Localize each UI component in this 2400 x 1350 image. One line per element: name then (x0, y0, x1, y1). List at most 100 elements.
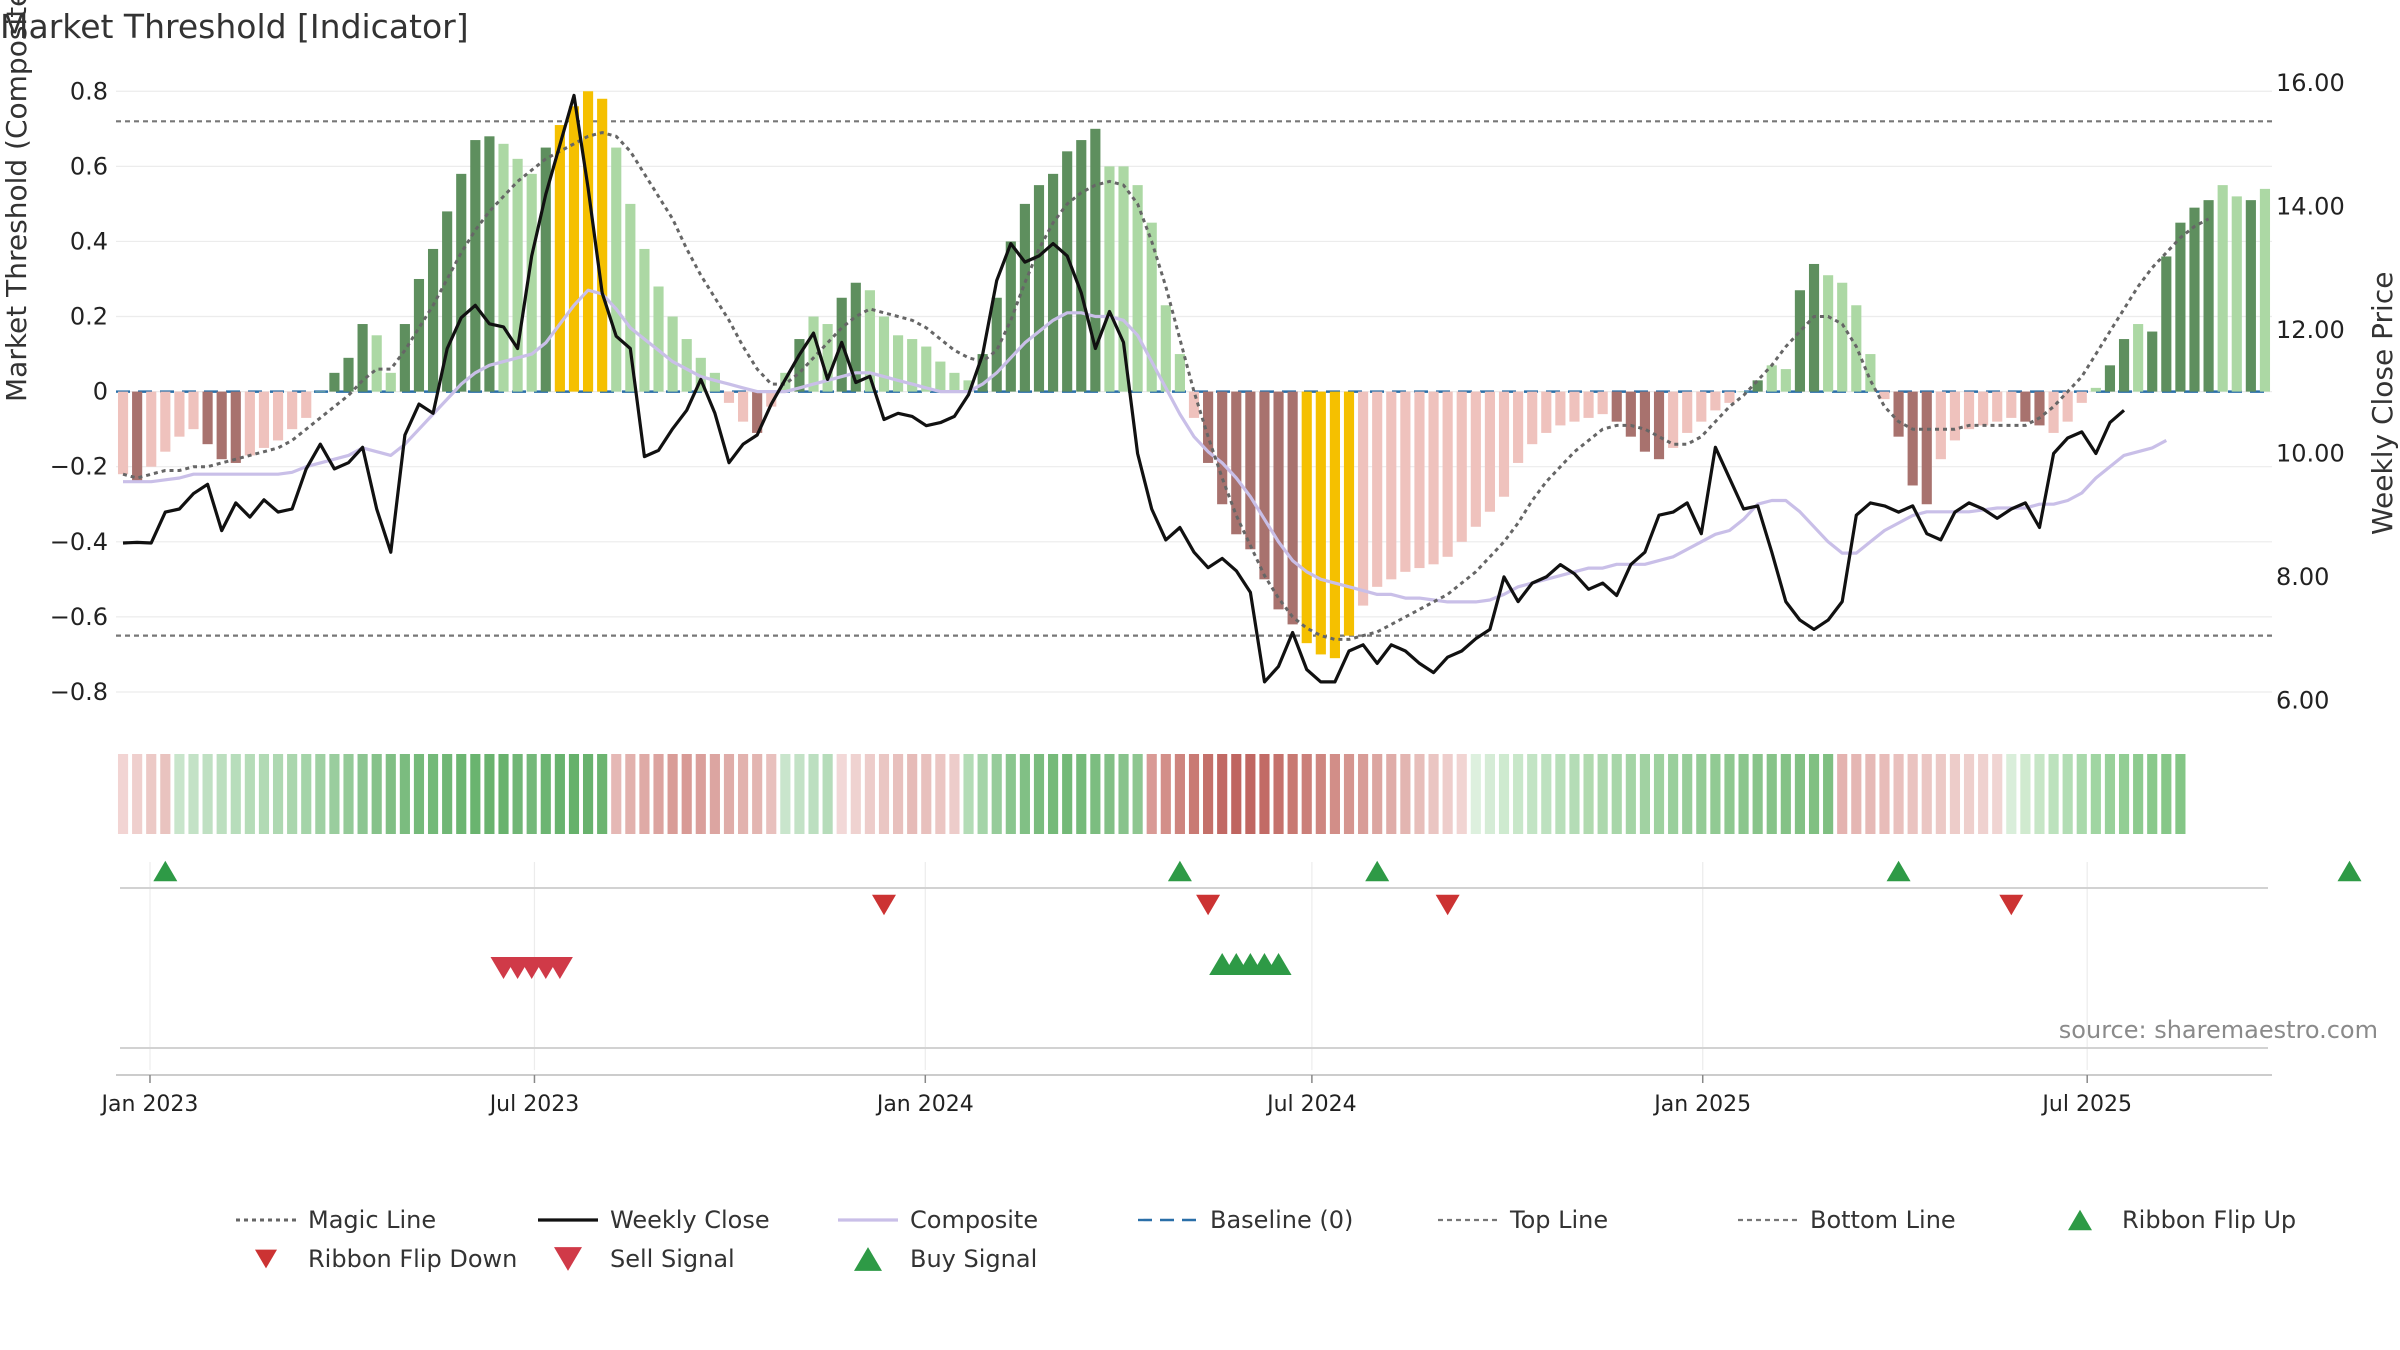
ribbon-segment (117, 754, 129, 834)
composite-bar (1231, 391, 1242, 535)
composite-bar (1498, 391, 1510, 497)
ribbon-segment (2175, 754, 2186, 834)
composite-bar (1682, 391, 1693, 433)
ribbon-segment (1738, 754, 1749, 834)
legend: Magic Line Weekly Close Composite Baseline … (236, 1206, 2296, 1273)
composite-bar (2203, 200, 2214, 392)
composite-bar (2020, 391, 2031, 422)
ribbon-segment (794, 754, 805, 834)
ribbon-segment (737, 754, 749, 834)
composite-bar (864, 290, 875, 392)
ribbon-segment (780, 754, 791, 834)
composite-bar (822, 324, 833, 392)
ribbon-segment (1851, 754, 1862, 834)
ribbon-segment (864, 754, 875, 834)
ribbon-segment (1583, 754, 1594, 834)
ribbon-segment (1414, 754, 1425, 834)
composite-bar (2231, 196, 2242, 392)
ribbon-segment (1696, 754, 1707, 834)
ribbon-segment (301, 754, 312, 834)
ribbon-segment (822, 754, 833, 834)
composite-bar (991, 297, 1002, 392)
composite-bar (1329, 391, 1340, 659)
ribbon-segment (1527, 754, 1538, 834)
ribbon-segment (1611, 754, 1622, 834)
composite-bar (1118, 166, 1129, 392)
legend-item-magic: Magic Line (236, 1206, 436, 1234)
ribbon-segment (1794, 754, 1806, 834)
composite-bars (117, 91, 2271, 659)
composite-bar (582, 91, 594, 392)
ribbon-segment (160, 754, 171, 834)
y-tick-label-left: 0.2 (70, 303, 108, 331)
composite-bar (1062, 151, 1073, 392)
composite-bar (653, 286, 664, 392)
composite-bar (1301, 391, 1312, 644)
composite-bar (1752, 380, 1763, 392)
composite-bar (2161, 256, 2172, 392)
ribbon-segment (2020, 754, 2031, 834)
ribbon-segment (1907, 754, 1918, 834)
legend-swatch (2068, 1209, 2092, 1231)
composite-bar (1315, 391, 1326, 655)
composite-bar (1625, 391, 1636, 437)
composite-bar (1963, 391, 1975, 430)
source-label: source: sharemaestro.com (2059, 1016, 2378, 1044)
composite-bar (1386, 391, 1397, 580)
ribbon-segment (568, 754, 580, 834)
ribbon-segment (752, 754, 763, 834)
composite-bar (1287, 391, 1298, 625)
ribbon-segment (1076, 754, 1087, 834)
ribbon-flip-up-marker (1365, 860, 1390, 882)
composite-bar (512, 158, 523, 392)
composite-bar (1033, 185, 1045, 392)
composite-bar (1738, 391, 1749, 393)
y-tick-label-left: −0.4 (50, 528, 108, 556)
ribbon-segment (1287, 754, 1298, 834)
ribbon-segment (244, 754, 255, 834)
composite-bar (681, 339, 692, 392)
composite-bar (385, 372, 396, 392)
ribbon-segment (963, 754, 974, 834)
signal-tracks (120, 860, 2362, 1070)
legend-item-top: Top Line (1438, 1206, 1608, 1234)
composite-bar (117, 391, 129, 475)
ribbon-segment (1329, 754, 1340, 834)
ribbon-segment (1865, 754, 1876, 834)
legend-label: Composite (910, 1206, 1038, 1234)
ribbon-segment (1569, 754, 1580, 834)
y-tick-label-right: 12.00 (2276, 316, 2345, 344)
ribbon-segment (2118, 754, 2130, 834)
ribbon-segment (1372, 754, 1383, 834)
composite-bar (977, 354, 988, 392)
ribbon-flip-up-marker (1886, 860, 1911, 882)
composite-bar (315, 391, 326, 393)
composite-bar (1611, 391, 1622, 422)
ribbon-segment (597, 754, 608, 834)
composite-bar (1146, 222, 1157, 392)
composite-bar (1076, 140, 1087, 392)
ribbon-segment (921, 754, 932, 834)
composite-bar (1442, 391, 1453, 557)
ribbon-segment (1978, 754, 1989, 834)
ribbon-segment (907, 754, 918, 834)
composite-bar (2245, 200, 2256, 392)
legend-swatch (255, 1249, 277, 1269)
legend-label: Ribbon Flip Down (308, 1245, 517, 1273)
composite-bar (921, 346, 932, 392)
composite-bar (1343, 391, 1355, 636)
legend-label: Top Line (1509, 1206, 1608, 1234)
composite-bar (695, 357, 706, 392)
legend-label: Ribbon Flip Up (2122, 1206, 2296, 1234)
ribbon-segment (1921, 754, 1932, 834)
ribbon-segment (1160, 754, 1171, 834)
ribbon-flip-down-marker (1999, 894, 2024, 916)
composite-bar (2259, 188, 2271, 392)
composite-bar (272, 391, 284, 441)
ribbon-segment (371, 754, 382, 834)
x-tick-label: Jul 2023 (488, 1092, 580, 1117)
composite-bar (667, 316, 678, 392)
composite-bar (1555, 391, 1566, 426)
composite-bar (498, 143, 509, 392)
ribbon-segment (470, 754, 481, 834)
